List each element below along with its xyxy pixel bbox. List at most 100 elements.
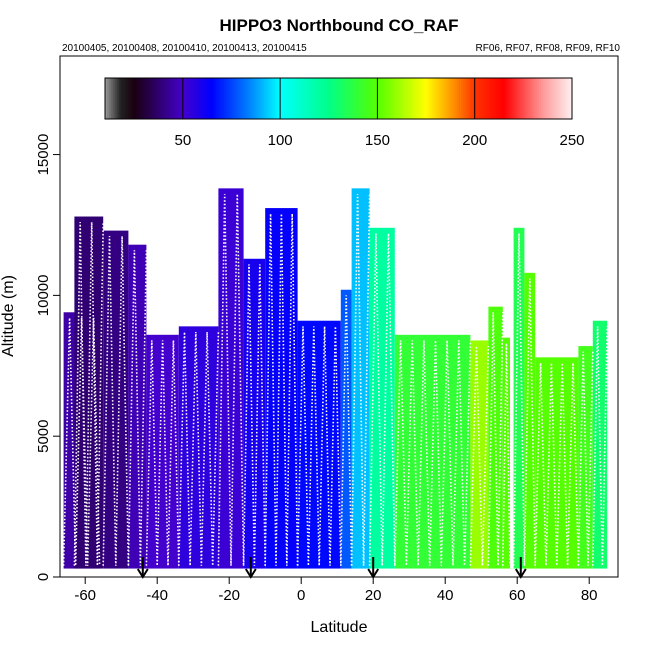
curtain-layer [63, 188, 608, 569]
colorbar-swatch [474, 78, 478, 119]
colorbar-swatch [289, 78, 293, 119]
colorbar-swatch [284, 78, 287, 119]
colorbar-swatch [217, 78, 221, 119]
colorbar-swatch [402, 78, 406, 119]
colorbar-swatch [138, 78, 141, 119]
flight-track-12 [350, 193, 371, 566]
colorbar-swatch [206, 78, 209, 119]
colorbar-swatch [498, 78, 501, 119]
colorbar-swatch [182, 78, 186, 119]
colorbar: 50 100 150 200 250 [104, 77, 585, 149]
colorbar-swatch [544, 78, 548, 119]
colorbar-swatch [426, 78, 429, 119]
colorbar-swatch [385, 78, 388, 119]
colorbar-swatch [480, 78, 484, 119]
colorbar-swatch [268, 78, 271, 119]
colorbar-swatch [141, 78, 145, 119]
colorbar-swatch [299, 78, 303, 119]
colorbar-swatch [105, 78, 108, 119]
flight-track-3 [102, 236, 130, 566]
colorbar-swatch [463, 78, 466, 119]
colorbar-swatch [254, 78, 258, 119]
colorbar-swatch [173, 78, 176, 119]
colorbar-tick-label: 50 [174, 132, 191, 149]
colorbar-swatch [428, 78, 431, 119]
colorbar-swatch [293, 78, 297, 119]
colorbar-swatch [441, 78, 445, 119]
colorbar-swatch [468, 78, 472, 119]
chart-subtitle-dates: 20100405, 20100408, 20100410, 20100413, … [62, 43, 307, 54]
colorbar-swatch [525, 78, 528, 119]
curtain-segment-14 [394, 334, 471, 569]
colorbar-swatch [124, 78, 128, 119]
colorbar-swatch [122, 78, 126, 119]
colorbar-swatch [169, 78, 172, 119]
colorbar-swatch [227, 78, 231, 119]
colorbar-swatch [270, 78, 273, 119]
colorbar-swatch [381, 78, 384, 119]
colorbar-swatch [163, 78, 166, 119]
colorbar-swatch [348, 78, 351, 119]
colorbar-swatch [231, 78, 235, 119]
colorbar-swatch [248, 78, 252, 119]
colorbar-swatch [363, 78, 367, 119]
flight-track-19 [523, 278, 536, 566]
colorbar-swatch [556, 78, 559, 119]
colorbar-swatch [128, 78, 131, 119]
colorbar-swatch [175, 78, 178, 119]
colorbar-swatch [241, 78, 244, 119]
colorbar-swatch [503, 78, 507, 119]
colorbar-swatch [540, 78, 544, 119]
colorbar-swatch [315, 78, 318, 119]
flight-track-2 [73, 222, 104, 566]
colorbar-swatch [445, 78, 449, 119]
plot-frame [59, 55, 619, 578]
colorbar-swatch [511, 78, 515, 119]
colorbar-swatch [202, 78, 205, 119]
colorbar-swatch [507, 78, 511, 119]
colorbar-swatch [165, 78, 168, 119]
colorbar-swatch [188, 78, 192, 119]
colorbar-tick-label: 150 [365, 132, 390, 149]
colorbar-swatch [435, 78, 439, 119]
colorbar-swatch [260, 78, 264, 119]
colorbar-swatch [464, 78, 468, 119]
colorbar-swatch [361, 78, 365, 119]
colorbar-swatch [406, 78, 410, 119]
colorbar-swatch [455, 78, 458, 119]
chart-title: HIPPO3 Northbound CO_RAF [220, 16, 459, 35]
colorbar-swatch [517, 78, 521, 119]
y-axis-label: Altitude (m) [0, 275, 17, 357]
colorbar-swatch [451, 78, 454, 119]
colorbar-swatch [278, 78, 281, 119]
colorbar-swatch [276, 78, 279, 119]
colorbar-swatch [178, 78, 182, 119]
colorbar-swatch [134, 78, 137, 119]
colorbar-swatch [367, 78, 371, 119]
colorbar-swatch [258, 78, 262, 119]
flight-track-7 [217, 193, 245, 566]
colorbar-swatch [542, 78, 546, 119]
colorbar-swatch [116, 78, 120, 119]
colorbar-swatch [396, 78, 400, 119]
colorbar-swatch [326, 78, 330, 119]
colorbar-swatch [420, 78, 423, 119]
colorbar-swatch [324, 78, 328, 119]
flight-track-17 [502, 343, 511, 566]
colorbar-swatch [256, 78, 260, 119]
x-tick-label: 60 [509, 587, 526, 604]
colorbar-swatch [529, 78, 532, 119]
colorbar-swatch [365, 78, 369, 119]
x-tick-label: 0 [297, 587, 305, 604]
curtain-segment-8 [243, 258, 266, 569]
colorbar-swatch [548, 78, 552, 119]
colorbar-swatch [449, 78, 452, 119]
colorbar-swatch [570, 78, 573, 119]
flight-track-11 [340, 295, 353, 566]
colorbar-swatch [501, 78, 505, 119]
colorbar-swatch [437, 78, 441, 119]
colorbar-swatch [161, 78, 164, 119]
colorbar-swatch [274, 78, 277, 119]
colorbar-swatch [309, 78, 312, 119]
